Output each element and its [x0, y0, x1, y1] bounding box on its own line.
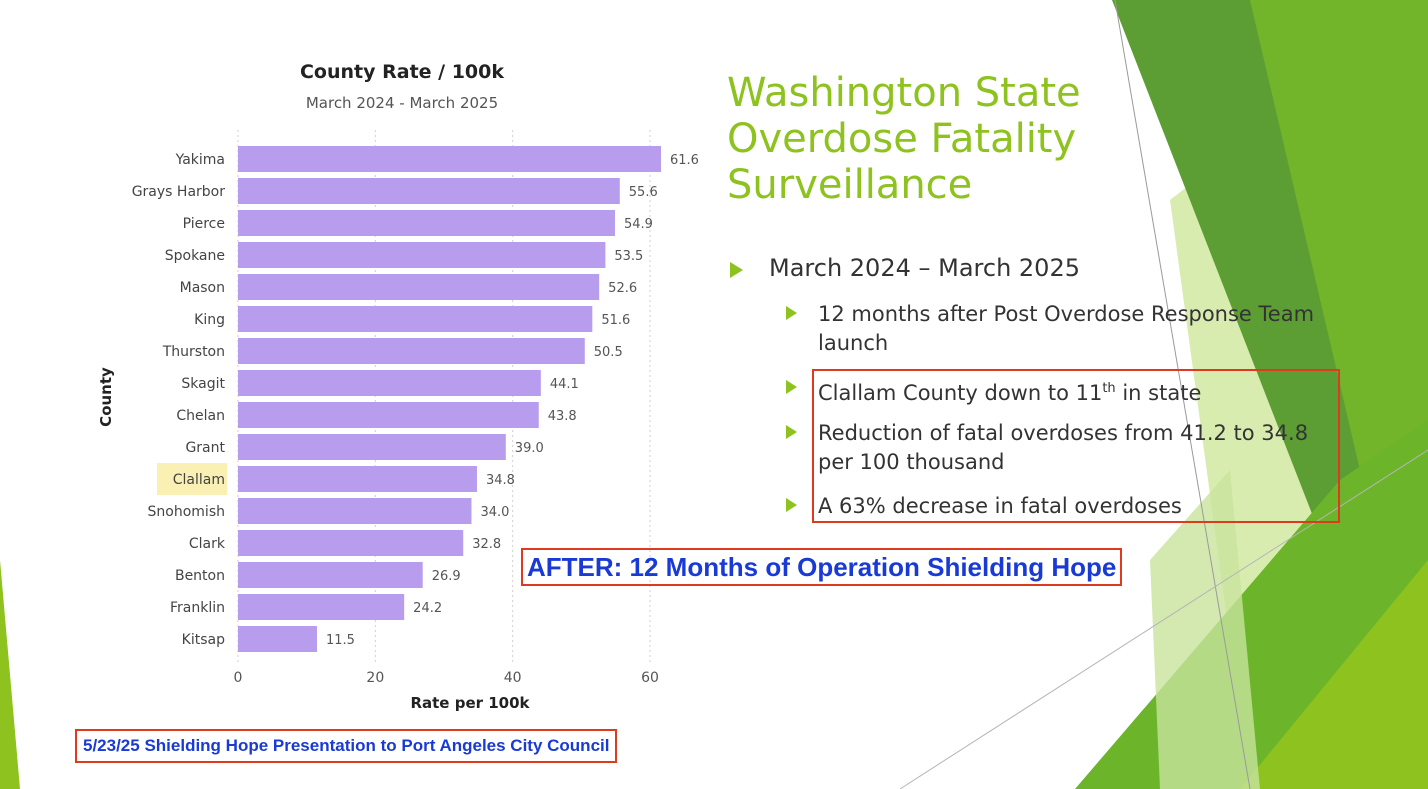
value-label: 52.6 [608, 281, 637, 296]
value-label: 26.9 [432, 569, 461, 584]
decor-line [899, 449, 1428, 789]
x-tick-label: 0 [234, 670, 243, 686]
value-label: 61.6 [670, 153, 699, 168]
bullet-arrow-icon [786, 380, 797, 394]
bullet-arrow-icon [786, 306, 797, 320]
decor-pale-shape [1150, 470, 1260, 789]
decor-lime-shape [1240, 560, 1428, 789]
bar [238, 402, 539, 428]
value-label: 32.8 [472, 537, 501, 552]
category-label: King [194, 312, 225, 328]
chart-title: County Rate / 100k [300, 61, 504, 83]
bar [238, 306, 593, 332]
footer-caption: 5/23/25 Shielding Hope Presentation to P… [75, 729, 618, 763]
category-label: Chelan [176, 408, 225, 424]
value-label: 51.6 [601, 313, 630, 328]
value-labels: 61.6 55.6 54.9 53.5 52.6 51.6 50.5 44.1 43.8 39.0… [326, 153, 699, 648]
bar [238, 242, 606, 268]
category-label: Clallam [173, 472, 225, 488]
bullet-arrow-icon [786, 498, 797, 512]
category-labels: Yakima Grays Harbor Pierce Spokane Mason King… [132, 152, 226, 648]
x-axis-label: Rate per 100k [410, 694, 530, 712]
value-label: 43.8 [548, 409, 577, 424]
bars [238, 146, 661, 652]
value-label: 55.6 [629, 185, 658, 200]
sub-bullet-text: Reduction of fatal overdoses from 41.2 t… [818, 421, 1309, 474]
bar [238, 626, 317, 652]
y-axis-label: County [97, 367, 115, 427]
category-label: Spokane [165, 248, 225, 264]
category-label: Snohomish [148, 504, 225, 520]
sub-bullet-text-prefix: Clallam County down to 11 [818, 381, 1103, 405]
category-label: Benton [175, 568, 225, 584]
sub-bullet-text-superscript: th [1102, 381, 1116, 396]
bar [238, 530, 464, 556]
bar [238, 274, 600, 300]
x-tick-label: 40 [504, 670, 522, 686]
main-bullet-text: March 2024 – March 2025 [769, 254, 1080, 282]
chart-subtitle: March 2024 - March 2025 [306, 94, 498, 112]
bar [238, 434, 506, 460]
after-banner: AFTER: 12 Months of Operation Shielding … [521, 548, 1123, 586]
x-tick-label: 20 [366, 670, 384, 686]
category-label: Thurston [162, 344, 225, 360]
x-tick-labels: 0 20 40 60 [234, 670, 659, 686]
bar [238, 466, 477, 492]
bar [238, 210, 615, 236]
category-label: Franklin [170, 600, 225, 616]
value-label: 24.2 [413, 601, 442, 616]
category-label: Pierce [183, 216, 225, 232]
value-label: 54.9 [624, 217, 653, 232]
sub-bullet-text: Clallam County down to 11th in state [818, 374, 1338, 408]
category-label: Mason [180, 280, 225, 296]
bar [238, 562, 423, 588]
value-label: 39.0 [515, 441, 544, 456]
bar-chart: County Rate / 100k March 2024 - March 20… [97, 61, 699, 712]
category-highlight [157, 463, 227, 495]
value-label: 44.1 [550, 377, 579, 392]
gridlines [237, 130, 651, 663]
value-label: 11.5 [326, 633, 355, 648]
value-label: 50.5 [594, 345, 623, 360]
category-label: Grays Harbor [132, 184, 226, 200]
category-label: Clark [189, 536, 226, 552]
bar [238, 178, 620, 204]
bar [238, 594, 405, 620]
sub-bullet-text-suffix: in state [1115, 381, 1202, 405]
bullet-arrow-icon [730, 262, 743, 278]
bar [238, 498, 472, 524]
decor-line [1114, 0, 1251, 789]
value-label: 34.8 [486, 473, 515, 488]
sub-bullet-text: A 63% decrease in fatal overdoses [818, 494, 1182, 518]
bar [238, 146, 661, 172]
category-label: Yakima [175, 152, 225, 168]
bullet-arrow-icon [786, 425, 797, 439]
category-label: Skagit [181, 376, 225, 392]
category-label: Kitsap [182, 632, 225, 648]
slide-title: Washington State Overdose Fatality Surve… [727, 70, 1081, 208]
bar [238, 370, 541, 396]
highlight-box [812, 369, 1340, 523]
value-label: 34.0 [480, 505, 509, 520]
sub-bullet-text: 12 months after Post Overdose Response T… [818, 302, 1315, 355]
bar [238, 338, 585, 364]
value-label: 53.5 [614, 249, 643, 264]
decor-left-green-edge [0, 560, 20, 789]
x-tick-label: 60 [641, 670, 659, 686]
category-label: Grant [185, 440, 225, 456]
